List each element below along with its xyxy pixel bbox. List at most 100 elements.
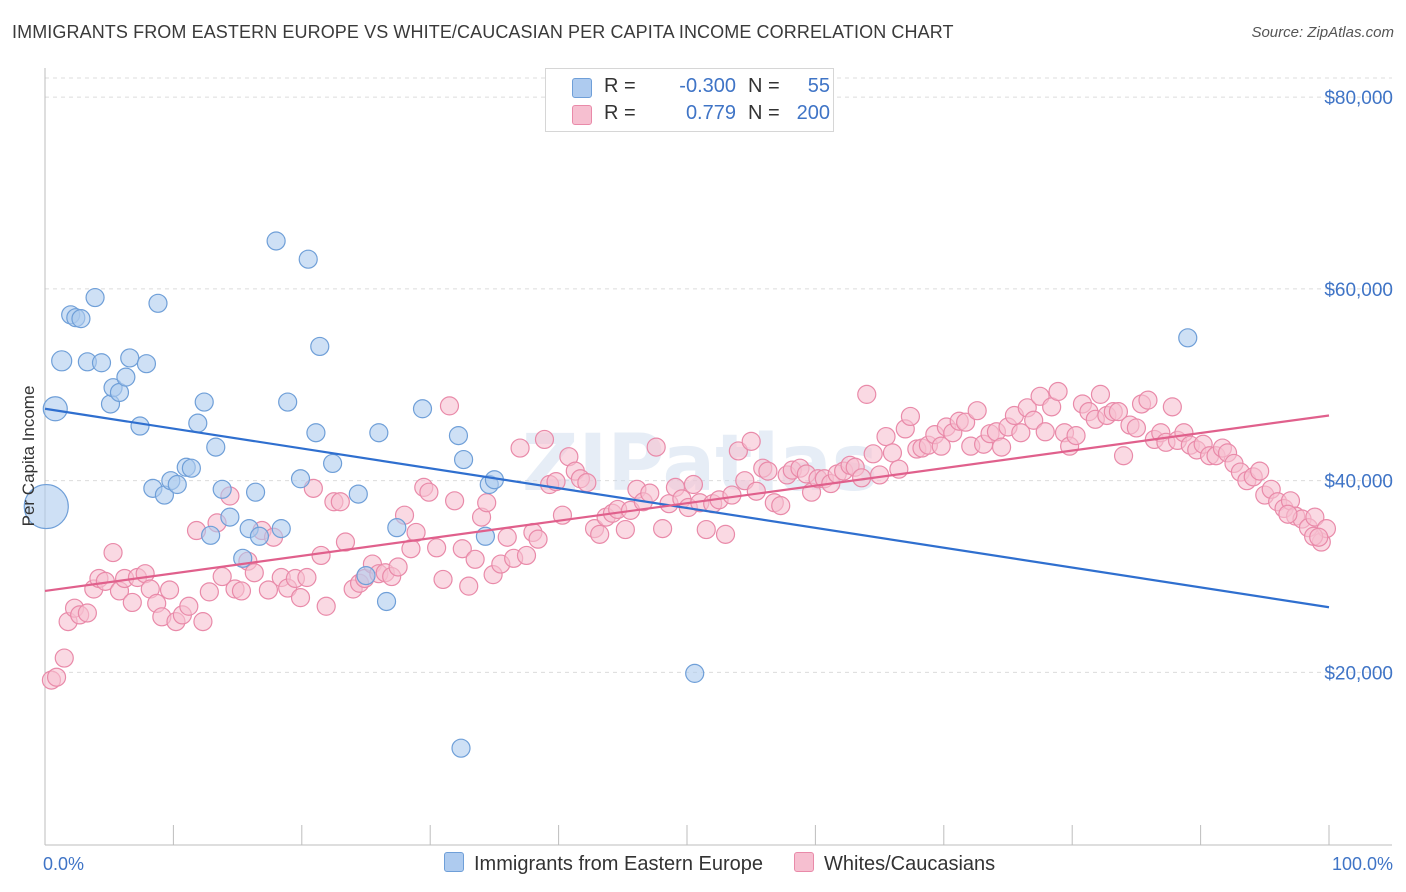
data-point-eastern-europe xyxy=(85,287,105,308)
data-point-eastern-europe xyxy=(245,482,266,502)
data-point-eastern-europe xyxy=(188,413,208,433)
data-point-whites xyxy=(1108,402,1129,422)
data-point-whites xyxy=(1162,397,1182,417)
data-point-whites xyxy=(1305,507,1325,527)
data-point-eastern-europe xyxy=(278,392,298,412)
data-point-whites xyxy=(439,396,460,416)
data-point-eastern-europe xyxy=(306,423,326,443)
data-point-whites xyxy=(46,667,67,687)
data-point-whites xyxy=(758,461,778,481)
legend-swatch-pink xyxy=(572,105,592,125)
legend-r-value: -0.300 xyxy=(679,75,736,97)
trend-lines xyxy=(44,407,1330,609)
data-point-whites xyxy=(465,549,485,569)
data-point-whites xyxy=(615,519,635,540)
data-point-eastern-europe xyxy=(1178,328,1198,348)
series-whites-points xyxy=(41,381,1337,690)
data-point-eastern-europe xyxy=(356,565,376,586)
data-point-eastern-europe xyxy=(298,249,318,269)
data-point-eastern-europe xyxy=(220,507,240,527)
data-point-whites xyxy=(335,532,356,552)
bottom-legend-whites: Whites/Caucasians xyxy=(794,852,995,876)
data-point-eastern-europe xyxy=(181,458,201,478)
data-point-eastern-europe xyxy=(249,526,270,546)
data-point-whites xyxy=(741,431,761,451)
data-point-whites xyxy=(956,412,976,432)
legend-r-label: R = xyxy=(604,75,636,97)
data-point-whites xyxy=(258,580,279,600)
data-point-eastern-europe xyxy=(148,293,168,313)
data-point-eastern-europe xyxy=(412,399,433,419)
data-point-whites xyxy=(231,581,252,601)
data-point-eastern-europe xyxy=(376,591,397,612)
y-tick-label: $20,000 xyxy=(1324,663,1393,684)
data-point-eastern-europe xyxy=(130,416,150,436)
data-point-whites xyxy=(290,588,311,608)
legend-n-value: 200 xyxy=(796,102,830,124)
data-point-whites xyxy=(1048,381,1068,402)
data-point-whites xyxy=(900,406,921,427)
data-point-whites xyxy=(590,524,610,544)
y-tick-labels: $20,000 $40,000 $60,000 $80,000 xyxy=(1324,88,1393,684)
data-point-whites xyxy=(577,472,597,493)
data-point-eastern-europe xyxy=(42,396,68,422)
data-point-whites xyxy=(459,576,479,596)
axes xyxy=(44,68,1392,846)
data-point-whites xyxy=(653,519,673,539)
data-point-whites xyxy=(1066,426,1086,446)
y-tick-label: $80,000 xyxy=(1324,88,1393,109)
data-point-whites xyxy=(1113,446,1134,466)
data-point-whites xyxy=(1309,527,1329,547)
data-point-whites xyxy=(193,612,213,632)
legend-n-label: N = xyxy=(748,75,780,97)
stats-legend: R = -0.300 N = 55 R = 0.779 N = 200 xyxy=(545,68,834,132)
data-point-whites xyxy=(427,538,447,558)
source-credit: Source: ZipAtlas.com xyxy=(1251,24,1394,41)
data-point-whites xyxy=(696,519,716,540)
trend-line-eastern-europe xyxy=(44,407,1330,609)
data-point-whites xyxy=(534,429,555,450)
data-point-eastern-europe xyxy=(387,518,407,538)
data-point-whites xyxy=(715,524,736,544)
data-point-whites xyxy=(728,441,748,461)
data-point-whites xyxy=(1250,461,1270,481)
bottom-legend-swatch-pink xyxy=(794,852,814,872)
data-point-eastern-europe xyxy=(120,348,140,368)
data-point-eastern-europe xyxy=(194,392,214,412)
y-axis-label: Per Capita Income xyxy=(19,386,38,527)
data-point-whites xyxy=(477,493,497,513)
data-point-whites xyxy=(991,437,1012,457)
data-point-eastern-europe xyxy=(136,354,157,374)
data-point-eastern-europe xyxy=(451,738,471,758)
x-tick-min: 0.0% xyxy=(43,854,84,874)
data-point-eastern-europe xyxy=(201,525,221,545)
data-point-eastern-europe xyxy=(348,484,368,504)
data-point-whites xyxy=(103,542,123,563)
data-point-eastern-europe xyxy=(310,336,330,357)
data-point-whites xyxy=(882,443,903,463)
data-point-whites xyxy=(388,557,408,577)
data-point-whites xyxy=(311,545,331,566)
data-point-whites xyxy=(771,496,791,516)
data-point-eastern-europe xyxy=(323,453,343,474)
data-point-eastern-europe xyxy=(71,309,91,329)
data-point-whites xyxy=(316,596,336,616)
data-point-eastern-europe xyxy=(685,663,705,683)
chart-title: IMMIGRANTS FROM EASTERN EUROPE VS WHITE/… xyxy=(12,22,954,42)
data-point-whites xyxy=(876,426,896,447)
data-point-eastern-europe xyxy=(51,350,73,372)
data-point-whites xyxy=(406,522,426,543)
data-point-eastern-europe xyxy=(212,479,232,499)
bottom-legend-eastern-europe: Immigrants from Eastern Europe xyxy=(444,852,763,876)
data-point-eastern-europe xyxy=(271,519,291,539)
bottom-legend-swatch-blue xyxy=(444,852,464,872)
data-point-whites xyxy=(452,539,472,559)
data-point-whites xyxy=(863,444,883,464)
data-point-whites xyxy=(297,567,317,588)
data-point-whites xyxy=(640,483,660,503)
data-point-eastern-europe xyxy=(266,231,286,251)
legend-n-label: N = xyxy=(748,102,780,124)
data-point-whites xyxy=(159,580,180,600)
data-point-eastern-europe xyxy=(167,474,187,495)
